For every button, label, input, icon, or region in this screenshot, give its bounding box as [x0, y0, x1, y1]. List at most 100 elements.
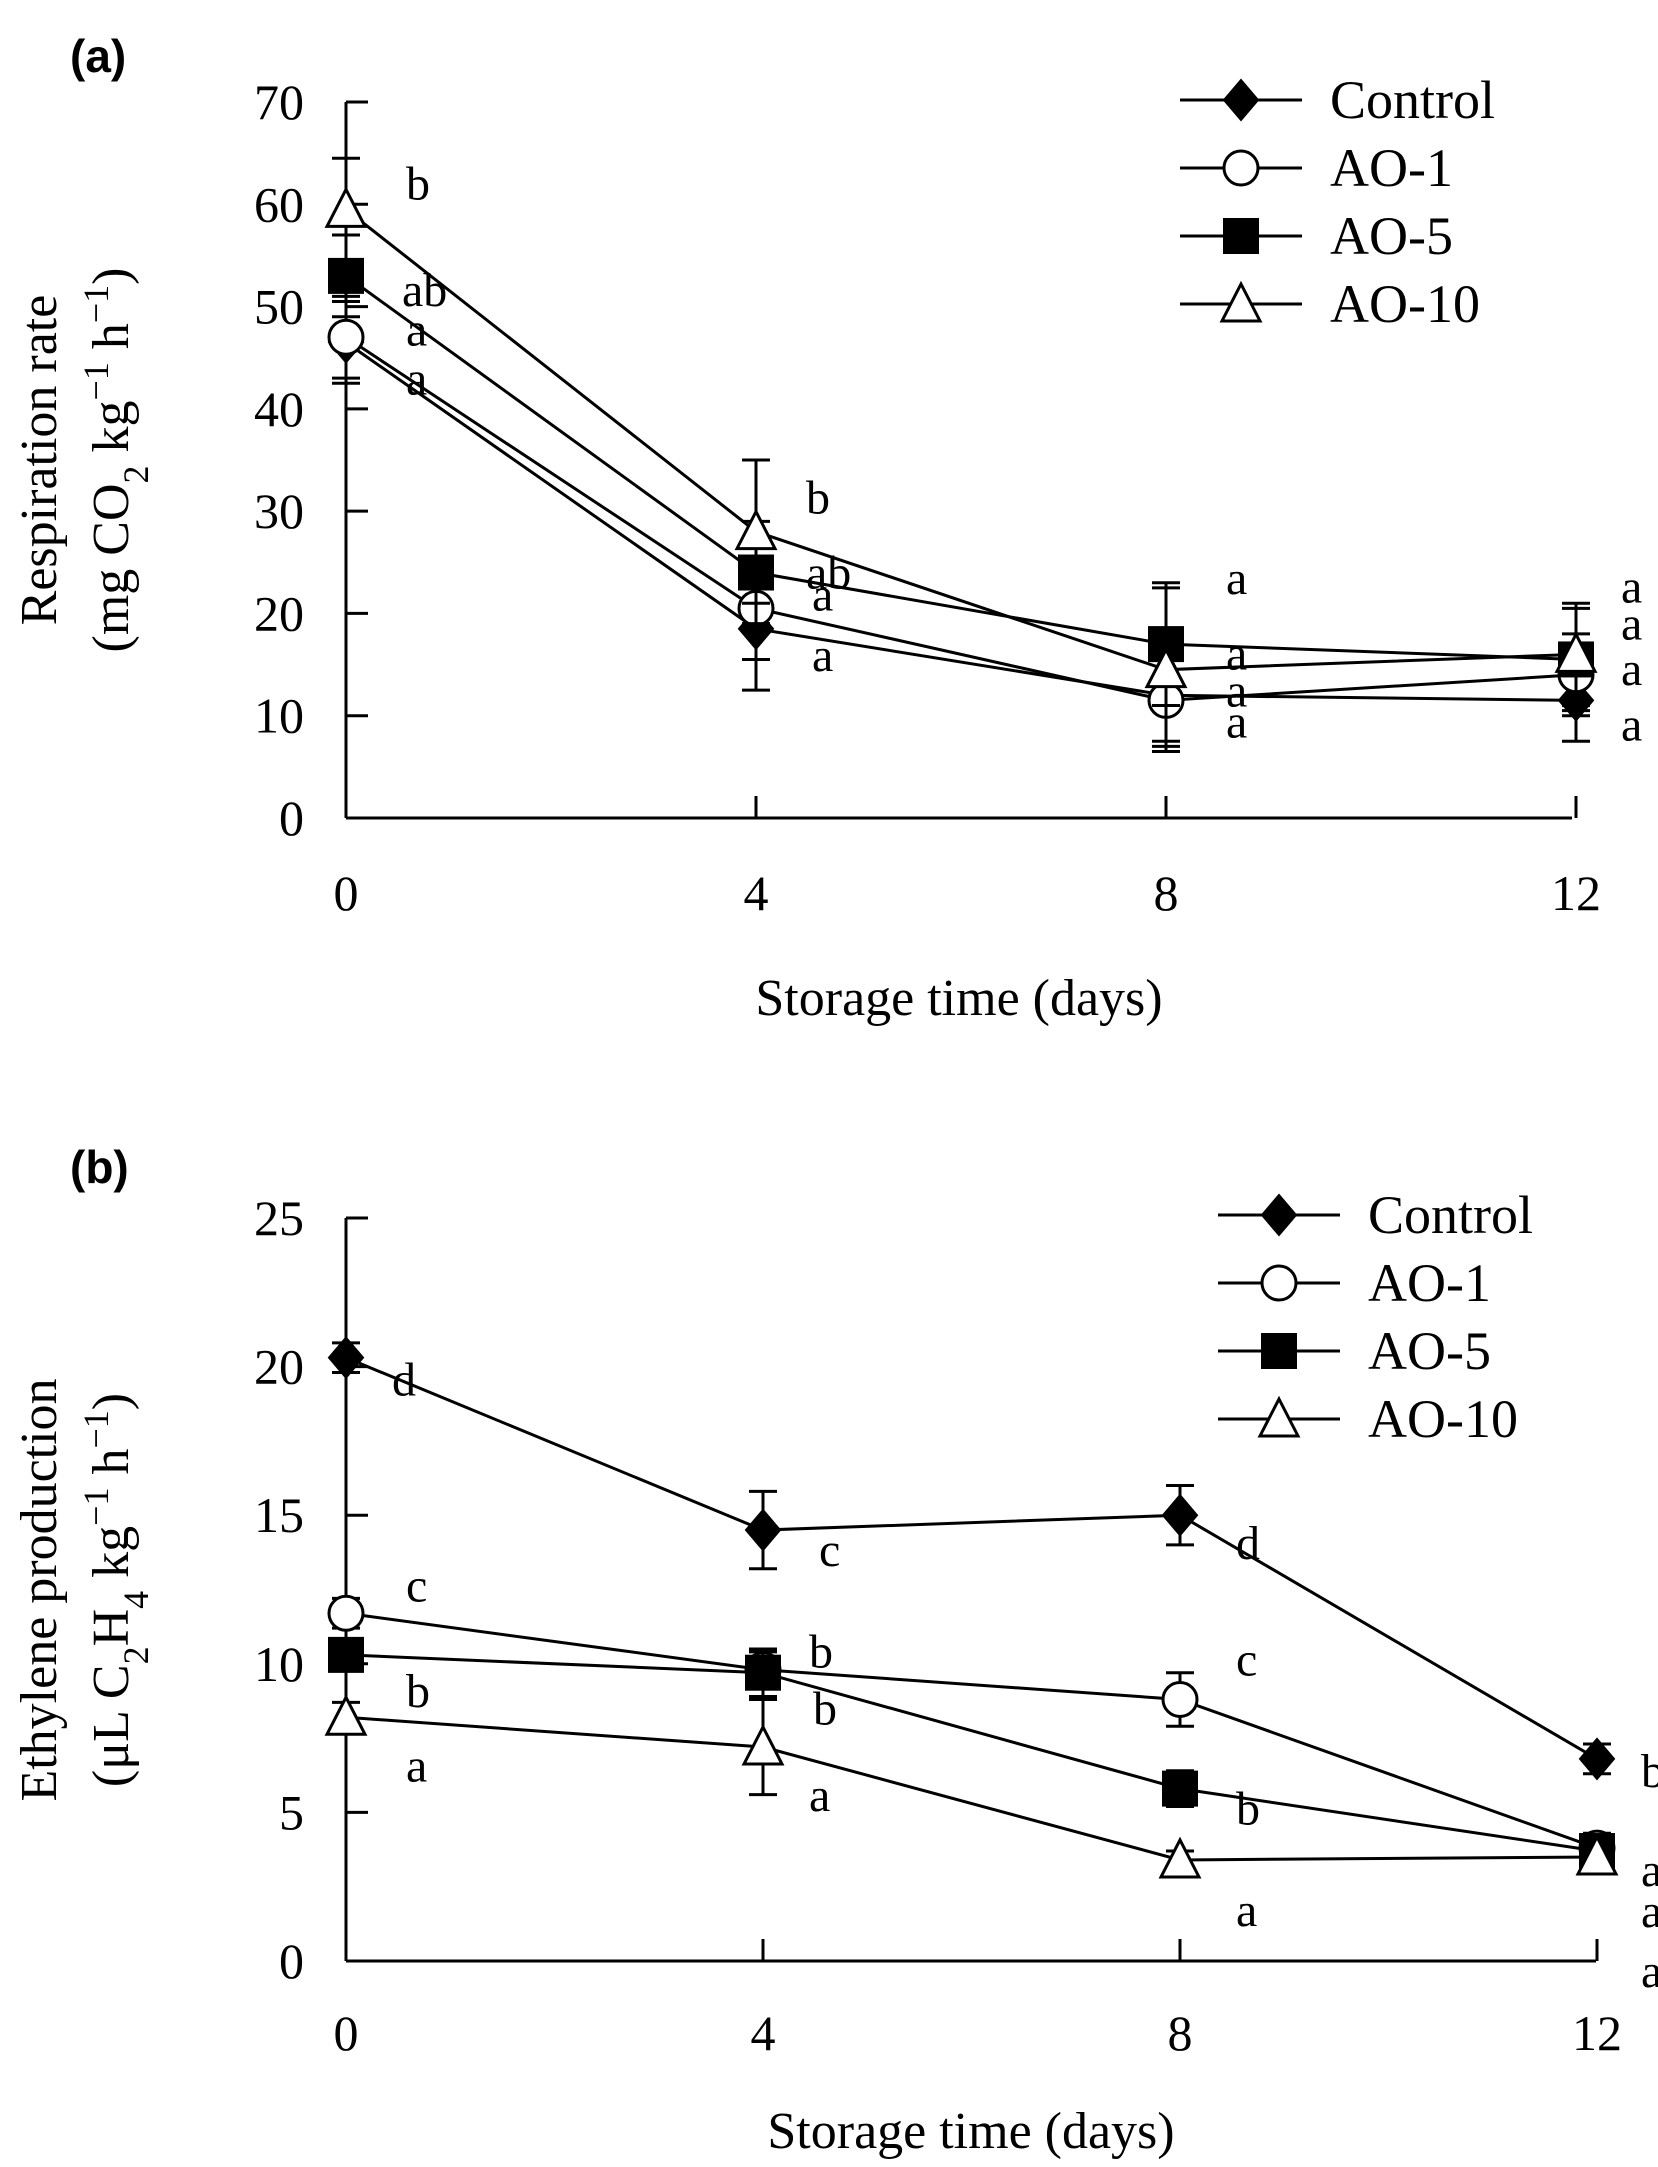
y-axis-title: Respiration rate: [11, 295, 68, 626]
significance-label: c: [406, 1559, 427, 1612]
series-ao-5: b bba: [328, 1636, 1658, 1938]
legend-marker: [1260, 1193, 1298, 1237]
legend: Control AO-1 AO-5 AO-10: [1180, 70, 1495, 334]
significance-label: a: [406, 1739, 427, 1792]
significance-label: b: [1236, 1783, 1260, 1836]
series-line: [345, 274, 1577, 661]
data-point: [327, 318, 365, 356]
significance-label: a: [1641, 1945, 1658, 1998]
y-tick-label: 50: [254, 279, 304, 335]
series-line: [345, 208, 1577, 672]
y-tick-label: 70: [254, 74, 304, 130]
y-tick-label: 10: [254, 688, 304, 744]
legend-marker: [1257, 1395, 1301, 1438]
panel-label: (b): [70, 1141, 129, 1193]
y-tick-label: 0: [279, 790, 304, 846]
x-tick-label: 0: [334, 2005, 359, 2061]
x-tick-label: 0: [334, 865, 359, 921]
significance-label: c: [819, 1524, 840, 1577]
significance-label: a: [1641, 1844, 1658, 1897]
y-tick-label: 30: [254, 483, 304, 539]
legend-label: AO-10: [1330, 274, 1480, 334]
significance-label: a: [812, 568, 833, 621]
data-point: [328, 257, 364, 294]
data-point: [1162, 1770, 1198, 1807]
x-tick-label: 8: [1168, 2005, 1193, 2061]
series-line: [345, 336, 1577, 702]
legend-label: AO-1: [1330, 138, 1453, 198]
x-tick-label: 8: [1154, 865, 1179, 921]
significance-label: a: [809, 1769, 830, 1822]
y-tick-label: 5: [279, 1784, 304, 1840]
data-point: [734, 508, 778, 551]
significance-label: c: [1236, 1633, 1257, 1686]
data-point: [741, 1723, 785, 1766]
legend-marker: [1261, 1333, 1297, 1369]
series-line: [345, 1356, 1598, 1761]
series-control: d c d b: [327, 1336, 1658, 1798]
legend-label: AO-5: [1368, 1321, 1491, 1381]
significance-label: a: [1226, 664, 1247, 717]
data-point: [744, 1508, 782, 1552]
legend-marker: [1222, 149, 1260, 187]
data-point: [1578, 1737, 1616, 1781]
legend-marker: [1223, 218, 1259, 254]
series-ao-1: aaa a: [327, 294, 1642, 743]
significance-label: b: [1641, 1745, 1658, 1798]
data-point: [1161, 1493, 1199, 1537]
legend-label: AO-5: [1330, 206, 1453, 266]
data-point: [745, 1654, 781, 1691]
y-axis-unit: (μL C2H4 kg−1 h−1): [76, 1393, 156, 1787]
legend: Control AO-1 AO-5 AO-10: [1218, 1185, 1533, 1449]
significance-label: a: [1621, 698, 1642, 751]
chart-panel-b: (b) 0 5 10 15 20 25 0 4 8 12 Storage time (days) Eth…: [11, 1141, 1658, 2160]
data-point: [324, 1694, 368, 1736]
data-point: [1575, 1833, 1619, 1876]
significance-label: b: [809, 1626, 833, 1679]
data-point: [324, 186, 368, 228]
data-point: [1144, 646, 1188, 689]
y-axis-title: Ethylene production: [11, 1378, 68, 1801]
data-point: [327, 1336, 365, 1380]
legend-label: Control: [1330, 70, 1495, 130]
data-point: [1158, 1836, 1202, 1879]
y-axis-unit: (mg CO2 kg−1 h−1): [76, 268, 156, 653]
significance-label: a: [1641, 1885, 1658, 1938]
legend-label: AO-10: [1368, 1389, 1518, 1449]
legend-label: Control: [1368, 1185, 1533, 1245]
x-axis-title: Storage time (days): [767, 2103, 1174, 2160]
series-line: [345, 1715, 1598, 1862]
series-line: [345, 1611, 1598, 1850]
x-tick-label: 4: [744, 865, 769, 921]
y-tick-label: 60: [254, 176, 304, 232]
significance-label: a: [1226, 552, 1247, 605]
series-line: [345, 341, 1577, 702]
data-point: [1554, 631, 1598, 673]
y-tick-label: 20: [254, 1339, 304, 1395]
significance-label: a: [1226, 628, 1247, 681]
y-tick-label: 25: [254, 1190, 304, 1246]
legend-marker: [1260, 1264, 1298, 1302]
significance-label: a: [1621, 597, 1642, 650]
data-point: [327, 1594, 365, 1632]
significance-label: a: [1621, 643, 1642, 696]
data-point: [1161, 1680, 1199, 1718]
series-line: [345, 1653, 1598, 1853]
significance-label: a: [1226, 695, 1247, 748]
y-tick-label: 40: [254, 381, 304, 437]
significance-label: d: [392, 1354, 416, 1407]
legend-marker: [1222, 78, 1260, 122]
significance-label: a: [812, 629, 833, 682]
significance-label: a: [1621, 560, 1642, 613]
significance-label: d: [1236, 1517, 1260, 1570]
x-axis-title: Storage time (days): [755, 970, 1162, 1027]
significance-label: a: [406, 352, 427, 405]
panel-label: (a): [70, 30, 126, 82]
chart-panel-a: (a) 0 10 20 30 40 50 60 70 0 4 8 12 Storage time (day…: [11, 30, 1642, 1027]
legend-marker: [1219, 280, 1263, 323]
data-point: [328, 1636, 364, 1673]
y-tick-label: 15: [254, 1487, 304, 1543]
